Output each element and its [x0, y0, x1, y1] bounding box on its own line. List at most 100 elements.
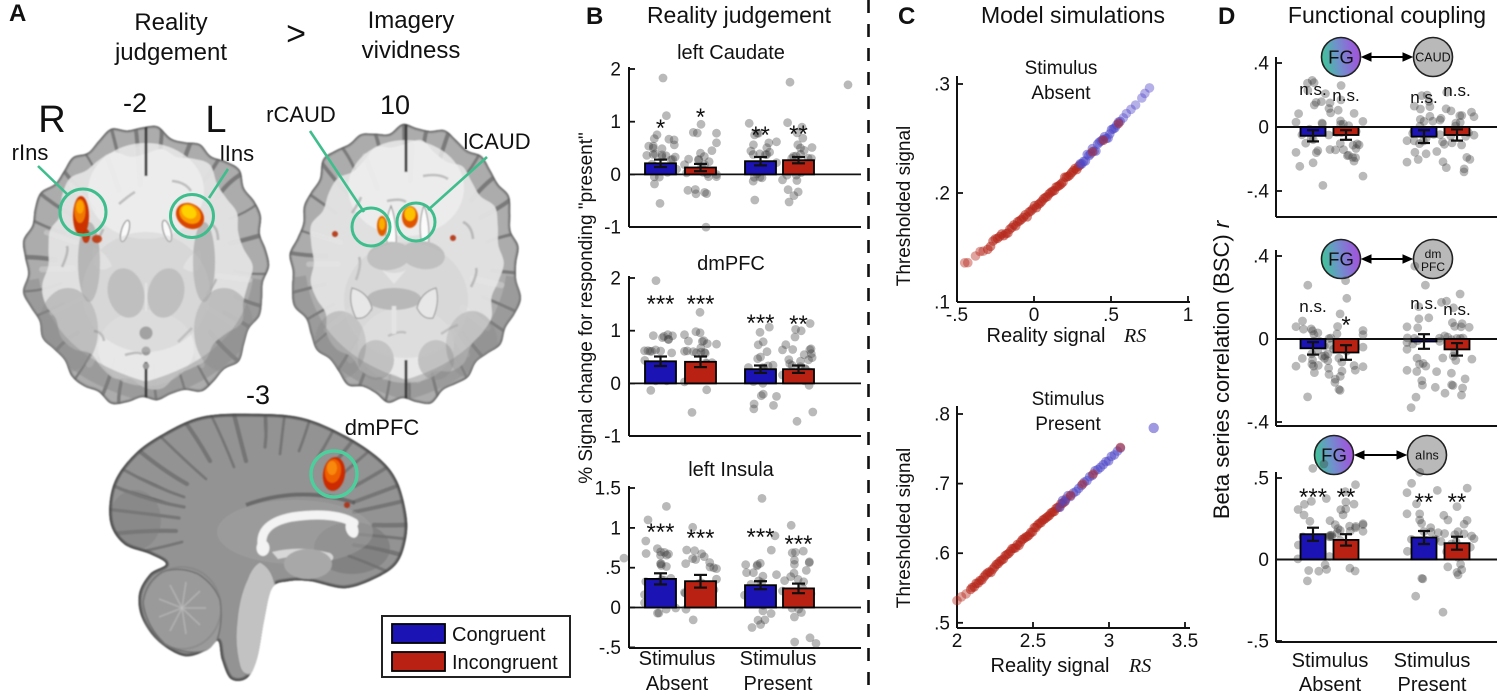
svg-text:Incongruent: Incongruent — [452, 652, 558, 674]
svg-text:1: 1 — [1183, 305, 1194, 326]
svg-text:Model simulations: Model simulations — [981, 2, 1165, 28]
svg-text:-3: -3 — [246, 380, 270, 410]
svg-text:Stimulus: Stimulus — [639, 648, 716, 670]
svg-text:D: D — [1218, 3, 1235, 30]
svg-text:Reality signal: Reality signal — [991, 655, 1110, 677]
svg-text:rCAUD: rCAUD — [266, 102, 336, 127]
svg-text:RS: RS — [1128, 655, 1151, 677]
svg-text:n.s.: n.s. — [1332, 86, 1359, 105]
svg-text:**: ** — [1415, 489, 1434, 516]
svg-text:Stimulus: Stimulus — [1394, 650, 1471, 672]
svg-text:Absent: Absent — [646, 673, 709, 693]
svg-text:Present: Present — [1398, 674, 1467, 693]
svg-text:Stimulus: Stimulus — [740, 648, 817, 670]
svg-text:Congruent: Congruent — [452, 624, 546, 646]
svg-text:Thresholded signal: Thresholded signal — [894, 448, 915, 609]
svg-text:1.5: 1.5 — [595, 479, 621, 500]
svg-text:Imagery: Imagery — [368, 7, 455, 34]
svg-text:.5: .5 — [1253, 469, 1269, 490]
svg-text:.5: .5 — [605, 558, 621, 579]
svg-text:Functional coupling: Functional coupling — [1288, 2, 1486, 28]
svg-text:*: * — [696, 104, 705, 131]
svg-text:***: *** — [686, 291, 714, 318]
svg-text:Absent: Absent — [1031, 83, 1091, 104]
svg-text:.8: .8 — [934, 405, 950, 426]
svg-text:.4: .4 — [1253, 54, 1269, 75]
svg-text:***: *** — [746, 524, 774, 551]
svg-text:FG: FG — [1328, 249, 1354, 270]
svg-text:***: *** — [646, 291, 674, 318]
svg-text:1: 1 — [610, 112, 621, 133]
svg-text:0: 0 — [1029, 305, 1040, 326]
svg-text:n.s.: n.s. — [1443, 81, 1470, 100]
svg-text:.6: .6 — [934, 544, 950, 565]
svg-text:left Insula: left Insula — [688, 459, 774, 481]
svg-text:n.s.: n.s. — [1410, 294, 1437, 313]
svg-text:Reality: Reality — [134, 9, 207, 36]
svg-text:-.4: -.4 — [1247, 413, 1270, 434]
svg-text:0: 0 — [610, 598, 621, 619]
svg-text:-.5: -.5 — [946, 305, 968, 326]
svg-text:0: 0 — [1258, 550, 1269, 571]
svg-text:RS: RS — [1123, 325, 1146, 347]
svg-text:**: ** — [1337, 484, 1356, 511]
svg-text:Thresholded signal: Thresholded signal — [894, 126, 915, 287]
svg-text:***: *** — [1299, 484, 1327, 511]
svg-text:3: 3 — [1104, 631, 1115, 652]
svg-text:Present: Present — [1035, 414, 1101, 435]
svg-text:***: *** — [784, 531, 812, 558]
svg-text:C: C — [898, 3, 915, 30]
svg-text:***: *** — [646, 519, 674, 546]
svg-text:0: 0 — [1258, 330, 1269, 351]
svg-text:*: * — [1341, 312, 1350, 339]
svg-text:**: ** — [789, 311, 808, 338]
svg-text:CAUD: CAUD — [1415, 51, 1450, 65]
svg-text:n.s.: n.s. — [1299, 80, 1326, 99]
svg-text:PFC: PFC — [1421, 260, 1445, 274]
svg-text:lCAUD: lCAUD — [463, 129, 530, 154]
svg-text:-1: -1 — [604, 218, 621, 239]
svg-text:vividness: vividness — [362, 37, 461, 64]
svg-text:aIns: aIns — [1415, 449, 1439, 463]
svg-text:**: ** — [789, 121, 808, 148]
svg-text:-2: -2 — [123, 88, 147, 118]
svg-text:0: 0 — [610, 374, 621, 395]
svg-text:judgement: judgement — [114, 39, 227, 66]
svg-text:-.5: -.5 — [599, 638, 621, 659]
svg-text:% Signal change for respondin: % Signal change for responding "present" — [576, 132, 597, 484]
svg-text:rIns: rIns — [12, 140, 49, 165]
svg-text:dm: dm — [1425, 247, 1442, 261]
svg-text:Beta series correlation (BSC): Beta series correlation (BSC) r — [1209, 219, 1234, 519]
svg-text:2: 2 — [610, 269, 621, 290]
svg-text:-.4: -.4 — [1247, 182, 1270, 203]
svg-text:.3: .3 — [934, 75, 950, 96]
svg-text:B: B — [586, 3, 603, 30]
svg-text:>: > — [286, 15, 306, 53]
svg-text:A: A — [9, 0, 26, 27]
svg-text:10: 10 — [380, 90, 410, 120]
svg-text:*: * — [656, 115, 665, 142]
svg-text:0: 0 — [610, 165, 621, 186]
svg-text:2.5: 2.5 — [1020, 631, 1046, 652]
svg-text:Present: Present — [744, 673, 813, 693]
svg-text:.7: .7 — [934, 474, 950, 495]
svg-text:n.s.: n.s. — [1443, 300, 1470, 319]
svg-text:-.5: -.5 — [1247, 632, 1269, 653]
svg-text:.2: .2 — [934, 184, 950, 205]
svg-text:2: 2 — [610, 60, 621, 81]
svg-text:Reality signal: Reality signal — [987, 325, 1106, 347]
svg-text:R: R — [38, 99, 65, 141]
svg-text:***: *** — [746, 310, 774, 337]
svg-text:n.s.: n.s. — [1299, 297, 1326, 316]
svg-text:Reality judgement: Reality judgement — [647, 2, 832, 28]
svg-text:0: 0 — [1258, 118, 1269, 139]
svg-text:3.5: 3.5 — [1172, 631, 1198, 652]
svg-text:FG: FG — [1328, 47, 1354, 68]
svg-text:2: 2 — [952, 631, 963, 652]
svg-text:1: 1 — [610, 518, 621, 539]
svg-text:**: ** — [1448, 489, 1467, 516]
svg-text:L: L — [205, 99, 226, 141]
svg-text:.5: .5 — [934, 613, 950, 634]
svg-text:n.s.: n.s. — [1410, 88, 1437, 107]
svg-text:Stimulus: Stimulus — [1292, 650, 1369, 672]
